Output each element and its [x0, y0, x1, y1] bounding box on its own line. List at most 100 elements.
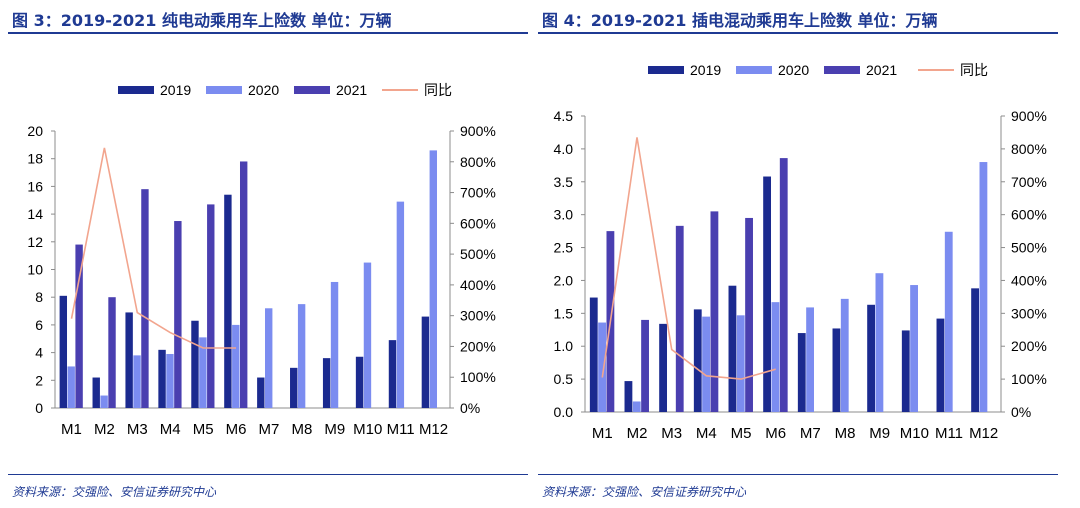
bar-2021-M3: [141, 189, 149, 408]
bar-2020-M4: [702, 316, 710, 412]
bar-2020-M12: [429, 150, 437, 408]
source-rule: [538, 474, 1058, 475]
legend-swatch-2020: [736, 66, 772, 74]
x-tick-label: M12: [969, 425, 998, 442]
bar-2020-M3: [133, 355, 141, 408]
bar-line-chart-pure-ev: 024681012141618200%100%200%300%400%500%6…: [27, 82, 496, 438]
bar-2020-M10: [910, 285, 918, 412]
y-tick-label: 4.5: [554, 108, 574, 124]
bar-2019-M11: [388, 340, 397, 408]
bar-2021-M2: [641, 319, 649, 412]
y2-tick-label: 900%: [1011, 108, 1047, 124]
bar-2019-M4: [693, 309, 702, 412]
y-tick-label: 18: [27, 151, 43, 167]
bar-2020-M12: [979, 162, 988, 412]
legend-swatch-2019: [118, 86, 154, 94]
bar-2019-M12: [971, 288, 980, 412]
bar-2019-M4: [158, 349, 166, 408]
y-tick-label: 2: [35, 372, 43, 388]
bar-2020-M2: [632, 401, 641, 412]
y2-tick-label: 800%: [1011, 141, 1047, 157]
x-tick-label: M5: [731, 425, 752, 442]
y2-tick-label: 0%: [1011, 404, 1031, 420]
legend-label: 2020: [248, 82, 279, 98]
bar-2020-M5: [736, 315, 745, 412]
y2-tick-label: 500%: [460, 246, 496, 262]
bar-2019-M11: [936, 318, 945, 412]
line-yoy: [601, 137, 776, 380]
bar-2019-M8: [832, 328, 841, 412]
bar-2020-M7: [265, 308, 273, 408]
y-tick-label: 10: [27, 262, 43, 278]
bar-2020-M10: [363, 262, 372, 408]
y2-tick-label: 200%: [460, 338, 496, 354]
bar-2019-M3: [659, 323, 668, 412]
bar-2020-M7: [806, 307, 814, 412]
bar-2019-M3: [125, 312, 133, 408]
y2-tick-label: 200%: [1011, 338, 1047, 354]
bar-2020-M9: [875, 273, 884, 412]
y2-tick-label: 600%: [460, 215, 496, 231]
legend-label: 2021: [866, 62, 897, 78]
bar-2019-M7: [797, 333, 806, 412]
x-tick-label: M5: [193, 421, 214, 438]
y-tick-label: 1.5: [554, 305, 574, 321]
y-tick-label: 0.0: [554, 404, 574, 420]
legend-swatch-2020: [206, 86, 242, 94]
x-tick-label: M11: [387, 421, 415, 438]
x-tick-label: M7: [259, 421, 280, 438]
bar-2019-M5: [191, 320, 199, 408]
y-tick-label: 2.0: [554, 272, 574, 288]
title-rule: [538, 32, 1058, 34]
bar-2019-M9: [867, 304, 876, 412]
bar-2020-M6: [232, 324, 240, 408]
y-tick-label: 14: [27, 206, 43, 222]
legend-label: 2021: [336, 82, 367, 98]
x-tick-label: M6: [226, 421, 247, 438]
bar-2019-M10: [355, 356, 364, 408]
legend-label: 同比: [424, 82, 452, 98]
chart-panel-left: 图 3：2019-2021 纯电动乘用车上险数 单位：万辆 0 2 4 6 8 10 12 1…: [8, 0, 528, 508]
y-tick-label: 4.0: [554, 141, 574, 157]
bar-2019-M12: [421, 316, 430, 408]
legend-swatch-2019: [648, 66, 684, 74]
bar-2021-M6: [779, 158, 788, 412]
y2-tick-label: 400%: [460, 277, 496, 293]
y2-tick-label: 100%: [460, 369, 496, 385]
y2-tick-label: 600%: [1011, 207, 1047, 223]
y-tick-label: 0: [35, 400, 43, 416]
chart-title: 图 3：2019-2021 纯电动乘用车上险数 单位：万辆: [12, 11, 392, 30]
legend-label: 2020: [778, 62, 809, 78]
bar-2019-M6: [763, 176, 772, 412]
x-tick-label: M3: [661, 425, 682, 442]
x-tick-label: M6: [765, 425, 786, 442]
x-tick-label: M3: [127, 421, 148, 438]
x-tick-label: M1: [592, 425, 613, 442]
line-yoy: [70, 147, 236, 349]
bar-2020-M11: [396, 201, 405, 408]
bar-2019-M1: [589, 297, 598, 412]
y2-tick-label: 300%: [460, 308, 496, 324]
y-tick-label: 2.5: [554, 240, 574, 256]
bar-2020-M5: [199, 337, 207, 408]
bar-2021-M6: [239, 161, 248, 408]
bar-2020-M1: [67, 366, 75, 408]
y-tick-label: 0.5: [554, 371, 574, 387]
x-tick-label: M9: [324, 421, 345, 438]
x-tick-label: M8: [291, 421, 312, 438]
x-tick-label: M2: [94, 421, 115, 438]
x-tick-label: M10: [353, 421, 382, 438]
bar-2019-M10: [901, 330, 910, 412]
chart-title: 图 4：2019-2021 插电混动乘用车上险数 单位：万辆: [542, 11, 938, 30]
x-tick-label: M12: [419, 421, 448, 438]
x-tick-label: M8: [835, 425, 856, 442]
x-tick-label: M7: [800, 425, 821, 442]
y2-tick-label: 800%: [460, 154, 496, 170]
title-rule: [8, 32, 528, 34]
bar-2020-M8: [840, 298, 849, 412]
y-tick-label: 8: [35, 289, 43, 305]
y2-tick-label: 100%: [1011, 371, 1047, 387]
source-rule: [8, 474, 528, 475]
source-note: 资料来源：交强险、安信证券研究中心: [542, 485, 747, 499]
x-tick-label: M11: [935, 425, 963, 442]
